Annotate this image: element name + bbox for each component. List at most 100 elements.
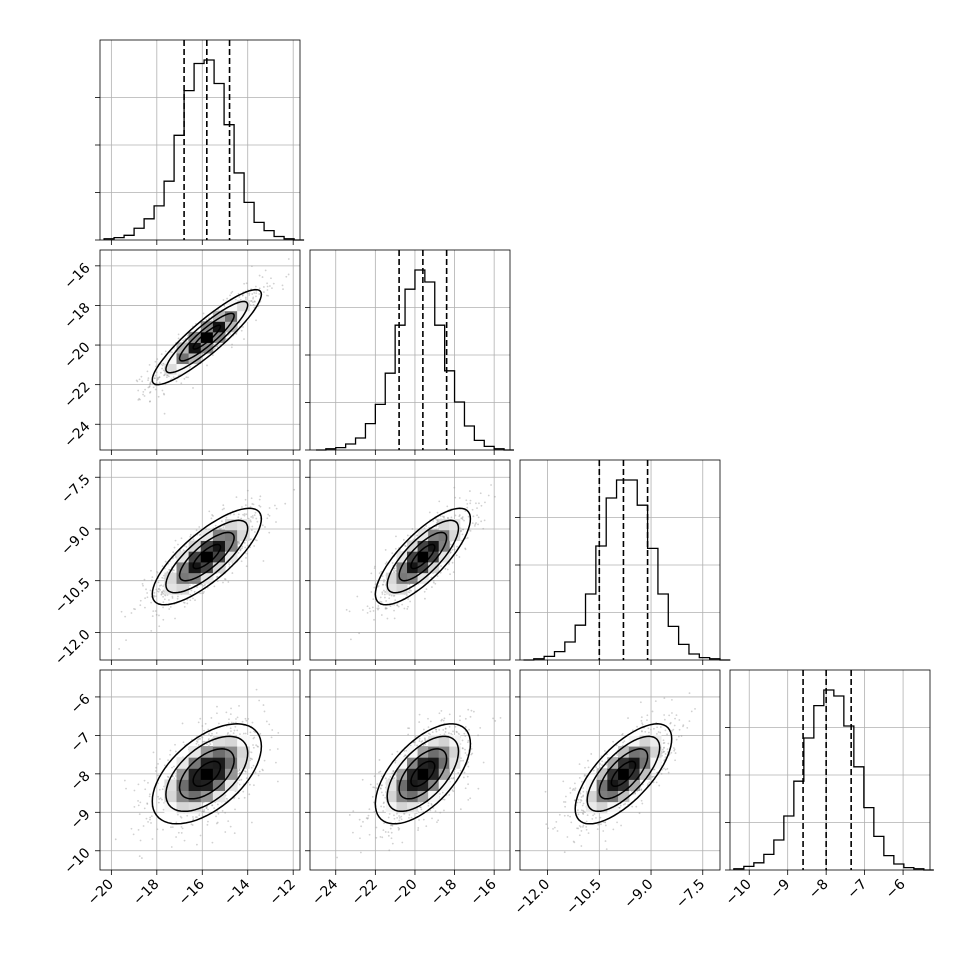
sample-point: [227, 733, 229, 735]
sample-point: [184, 840, 186, 842]
sample-point: [203, 313, 205, 315]
sample-point: [238, 296, 240, 298]
sample-point: [453, 777, 455, 779]
sample-point: [207, 809, 209, 811]
sample-point: [266, 721, 268, 723]
sample-point: [170, 750, 172, 752]
sample-point: [472, 509, 474, 511]
sample-point: [277, 748, 279, 750]
density-cell: [237, 757, 250, 769]
sample-point: [471, 753, 473, 755]
sample-point: [352, 810, 354, 812]
sample-point: [251, 767, 253, 769]
sample-point: [183, 549, 185, 551]
sample-point: [450, 544, 452, 546]
sample-point: [205, 723, 207, 725]
panel-grid-2-2: [515, 460, 720, 665]
sample-point: [394, 618, 396, 620]
sample-point: [470, 530, 472, 532]
sample-point: [453, 571, 455, 573]
sample-point: [642, 724, 644, 726]
sample-point: [375, 787, 377, 789]
sample-point: [159, 589, 161, 591]
sample-point: [373, 801, 375, 803]
sample-point: [198, 814, 200, 816]
sample-point: [149, 364, 151, 366]
sample-point: [139, 604, 141, 606]
sample-point: [398, 828, 400, 830]
sample-point: [585, 826, 587, 828]
sample-point: [191, 589, 193, 591]
sample-point: [349, 610, 351, 612]
sample-point: [448, 732, 450, 734]
sample-point: [159, 382, 161, 384]
sample-point: [462, 740, 464, 742]
sample-point: [437, 512, 439, 514]
sample-point: [175, 540, 177, 542]
sample-point: [403, 608, 405, 610]
sample-point: [384, 594, 386, 596]
sample-point: [490, 484, 492, 486]
sample-point: [494, 720, 496, 722]
sample-point: [372, 598, 374, 600]
sample-point: [199, 718, 201, 720]
sample-point: [380, 788, 382, 790]
sample-point: [433, 582, 435, 584]
sample-point: [175, 836, 177, 838]
sample-point: [251, 293, 253, 295]
sample-point: [264, 760, 266, 762]
sample-point: [261, 769, 263, 771]
sample-point: [391, 595, 393, 597]
sample-point: [177, 598, 179, 600]
sample-point: [461, 517, 463, 519]
sample-point: [470, 716, 472, 718]
sample-point: [96, 418, 98, 420]
sample-point: [146, 803, 148, 805]
sample-point: [259, 771, 261, 773]
sample-point: [243, 283, 245, 285]
sample-point: [250, 519, 252, 521]
sample-point: [236, 729, 238, 731]
sample-point: [368, 808, 370, 810]
sample-point: [192, 597, 194, 599]
sample-point: [401, 842, 403, 844]
sample-point: [253, 784, 255, 786]
sample-point: [182, 339, 184, 341]
sample-point: [143, 825, 145, 827]
sample-point: [381, 775, 383, 777]
sample-point: [374, 567, 376, 569]
sample-point: [186, 815, 188, 817]
sample-point: [407, 598, 409, 600]
sample-point: [367, 612, 369, 614]
sample-point: [430, 803, 432, 805]
sample-point: [457, 772, 459, 774]
sample-point: [362, 779, 364, 781]
sample-point: [155, 767, 157, 769]
sample-point: [269, 515, 271, 517]
sample-point: [266, 282, 268, 284]
sample-point: [225, 578, 227, 580]
sample-point: [446, 505, 448, 507]
sample-point: [398, 815, 400, 817]
sample-point: [156, 378, 158, 380]
sample-point: [190, 534, 192, 536]
sample-point: [162, 788, 164, 790]
sample-point: [380, 806, 382, 808]
sample-point: [444, 717, 446, 719]
sample-point: [559, 814, 561, 816]
sample-point: [418, 802, 420, 804]
sample-point: [203, 810, 205, 812]
sample-point: [253, 292, 255, 294]
sample-point: [241, 560, 243, 562]
sample-point: [244, 513, 246, 515]
sample-point: [438, 500, 440, 502]
sample-point: [373, 619, 375, 621]
sample-point: [134, 790, 136, 792]
sample-point: [155, 389, 157, 391]
sample-point: [172, 597, 174, 599]
sample-point: [384, 797, 386, 799]
sample-point: [282, 284, 284, 286]
sample-point: [246, 282, 248, 284]
sample-point: [467, 537, 469, 539]
sample-point: [154, 375, 156, 377]
